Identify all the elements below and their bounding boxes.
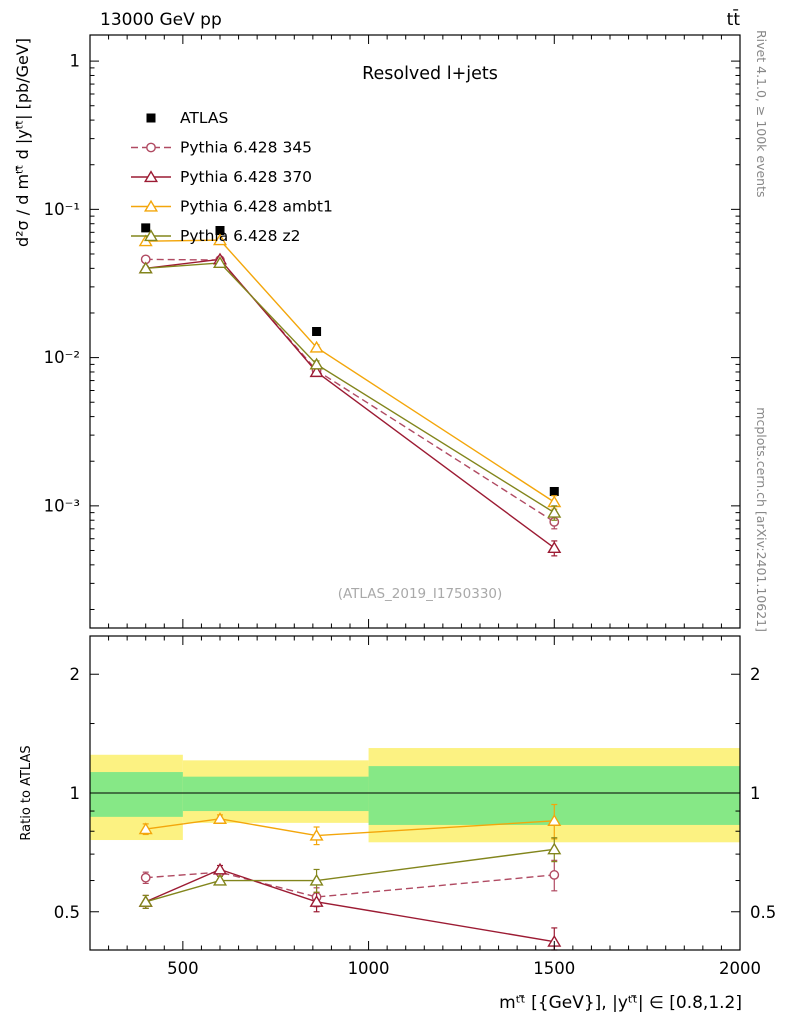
data-marker-triangle	[547, 814, 562, 826]
data-marker-triangle	[212, 862, 228, 875]
legend-label: Pythia 6.428 z2	[180, 227, 300, 245]
series-line-ratio	[145, 818, 555, 837]
ratio-tick-label-left: 2	[70, 665, 81, 684]
process-label: tt̄	[727, 8, 741, 30]
data-marker-triangle	[143, 170, 159, 183]
ratio-y-axis-label: Ratio to ATLAS	[19, 745, 34, 840]
data-marker-triangle	[547, 505, 562, 518]
ratio-tick-label-right: 2	[750, 665, 761, 684]
beam-energy-label: 13000 GeV pp	[100, 10, 222, 30]
legend-label: Pythia 6.428 345	[180, 139, 312, 157]
y-axis-label: d²σ / d mᵗᵗ̄ d |yᵗᵗ̄| [pb/GeV]	[13, 38, 32, 247]
data-marker-triangle	[138, 822, 153, 835]
series-line-top	[145, 258, 555, 523]
top-panel-frame	[89, 34, 741, 629]
y-tick-label: 1	[70, 52, 81, 71]
x-tick-label: 2000	[719, 959, 761, 978]
mcplots-credit-label: mcplots.cern.ch [arXiv:2401.10621]	[754, 407, 769, 632]
data-marker-square	[549, 486, 559, 496]
plot-title: Resolved l+jets	[362, 64, 498, 84]
legend-label: Pythia 6.428 ambt1	[180, 198, 333, 216]
x-axis-label: mᵗᵗ̄ [{GeV}], |yᵗᵗ̄| ∈ [0.8,1.2]	[499, 993, 742, 1013]
data-marker-triangle	[138, 895, 153, 907]
data-marker-square	[312, 327, 322, 336]
y-tick-label: 10⁻¹	[44, 200, 80, 219]
data-marker-triangle	[212, 873, 228, 886]
series-line-ratio	[145, 871, 555, 898]
data-marker-square	[215, 226, 225, 236]
y-tick-label: 10⁻²	[44, 348, 80, 367]
series-line-ratio	[145, 848, 555, 903]
rivet-version-label: Rivet 4.1.0, ≥ 100k events	[754, 30, 769, 198]
legend-label: ATLAS	[180, 109, 228, 127]
data-marker-triangle	[212, 812, 228, 824]
data-marker-square	[146, 113, 156, 123]
data-marker-circle	[140, 872, 151, 883]
uncertainty-band-green	[182, 776, 369, 812]
data-marker-triangle	[309, 828, 324, 841]
analysis-watermark: (ATLAS_2019_I1750330)	[338, 586, 503, 602]
ratio-panel-frame	[89, 635, 741, 951]
x-tick-label: 500	[167, 959, 199, 978]
series-line-top	[145, 239, 555, 503]
series-line-top	[145, 258, 555, 549]
ratio-tick-label-right: 0.5	[750, 903, 776, 922]
data-marker-triangle	[212, 256, 228, 269]
data-marker-triangle	[212, 233, 228, 246]
data-marker-triangle	[138, 261, 153, 274]
y-tick-label: 10⁻³	[44, 496, 80, 515]
x-tick-label: 1000	[348, 959, 390, 978]
series-line-ratio	[145, 868, 555, 943]
legend-label: Pythia 6.428 370	[180, 168, 312, 186]
data-marker-circle	[549, 870, 560, 880]
data-marker-square	[141, 223, 151, 233]
uncertainty-band-green	[90, 772, 183, 817]
data-marker-triangle	[309, 340, 324, 353]
data-marker-triangle	[309, 357, 324, 370]
data-marker-triangle	[309, 873, 324, 886]
data-marker-triangle	[309, 365, 324, 378]
data-marker-triangle	[547, 842, 562, 855]
data-marker-triangle	[143, 199, 159, 212]
ratio-tick-label-left: 0.5	[54, 903, 80, 922]
ratio-tick-label-left: 1	[70, 784, 81, 803]
x-tick-label: 1500	[533, 959, 575, 978]
data-marker-triangle	[547, 541, 562, 554]
chart-layer: 1 10⁻¹ 10⁻² 10⁻³ 2 2 1 1 0.5 0.5 500 1000 1500 2000 AT…	[44, 34, 776, 978]
series-line-top	[145, 262, 555, 514]
data-marker-triangle	[309, 895, 324, 907]
data-marker-triangle	[547, 495, 562, 508]
data-marker-triangle	[143, 229, 159, 242]
data-marker-circle	[146, 142, 156, 153]
ratio-tick-label-right: 1	[750, 784, 761, 803]
